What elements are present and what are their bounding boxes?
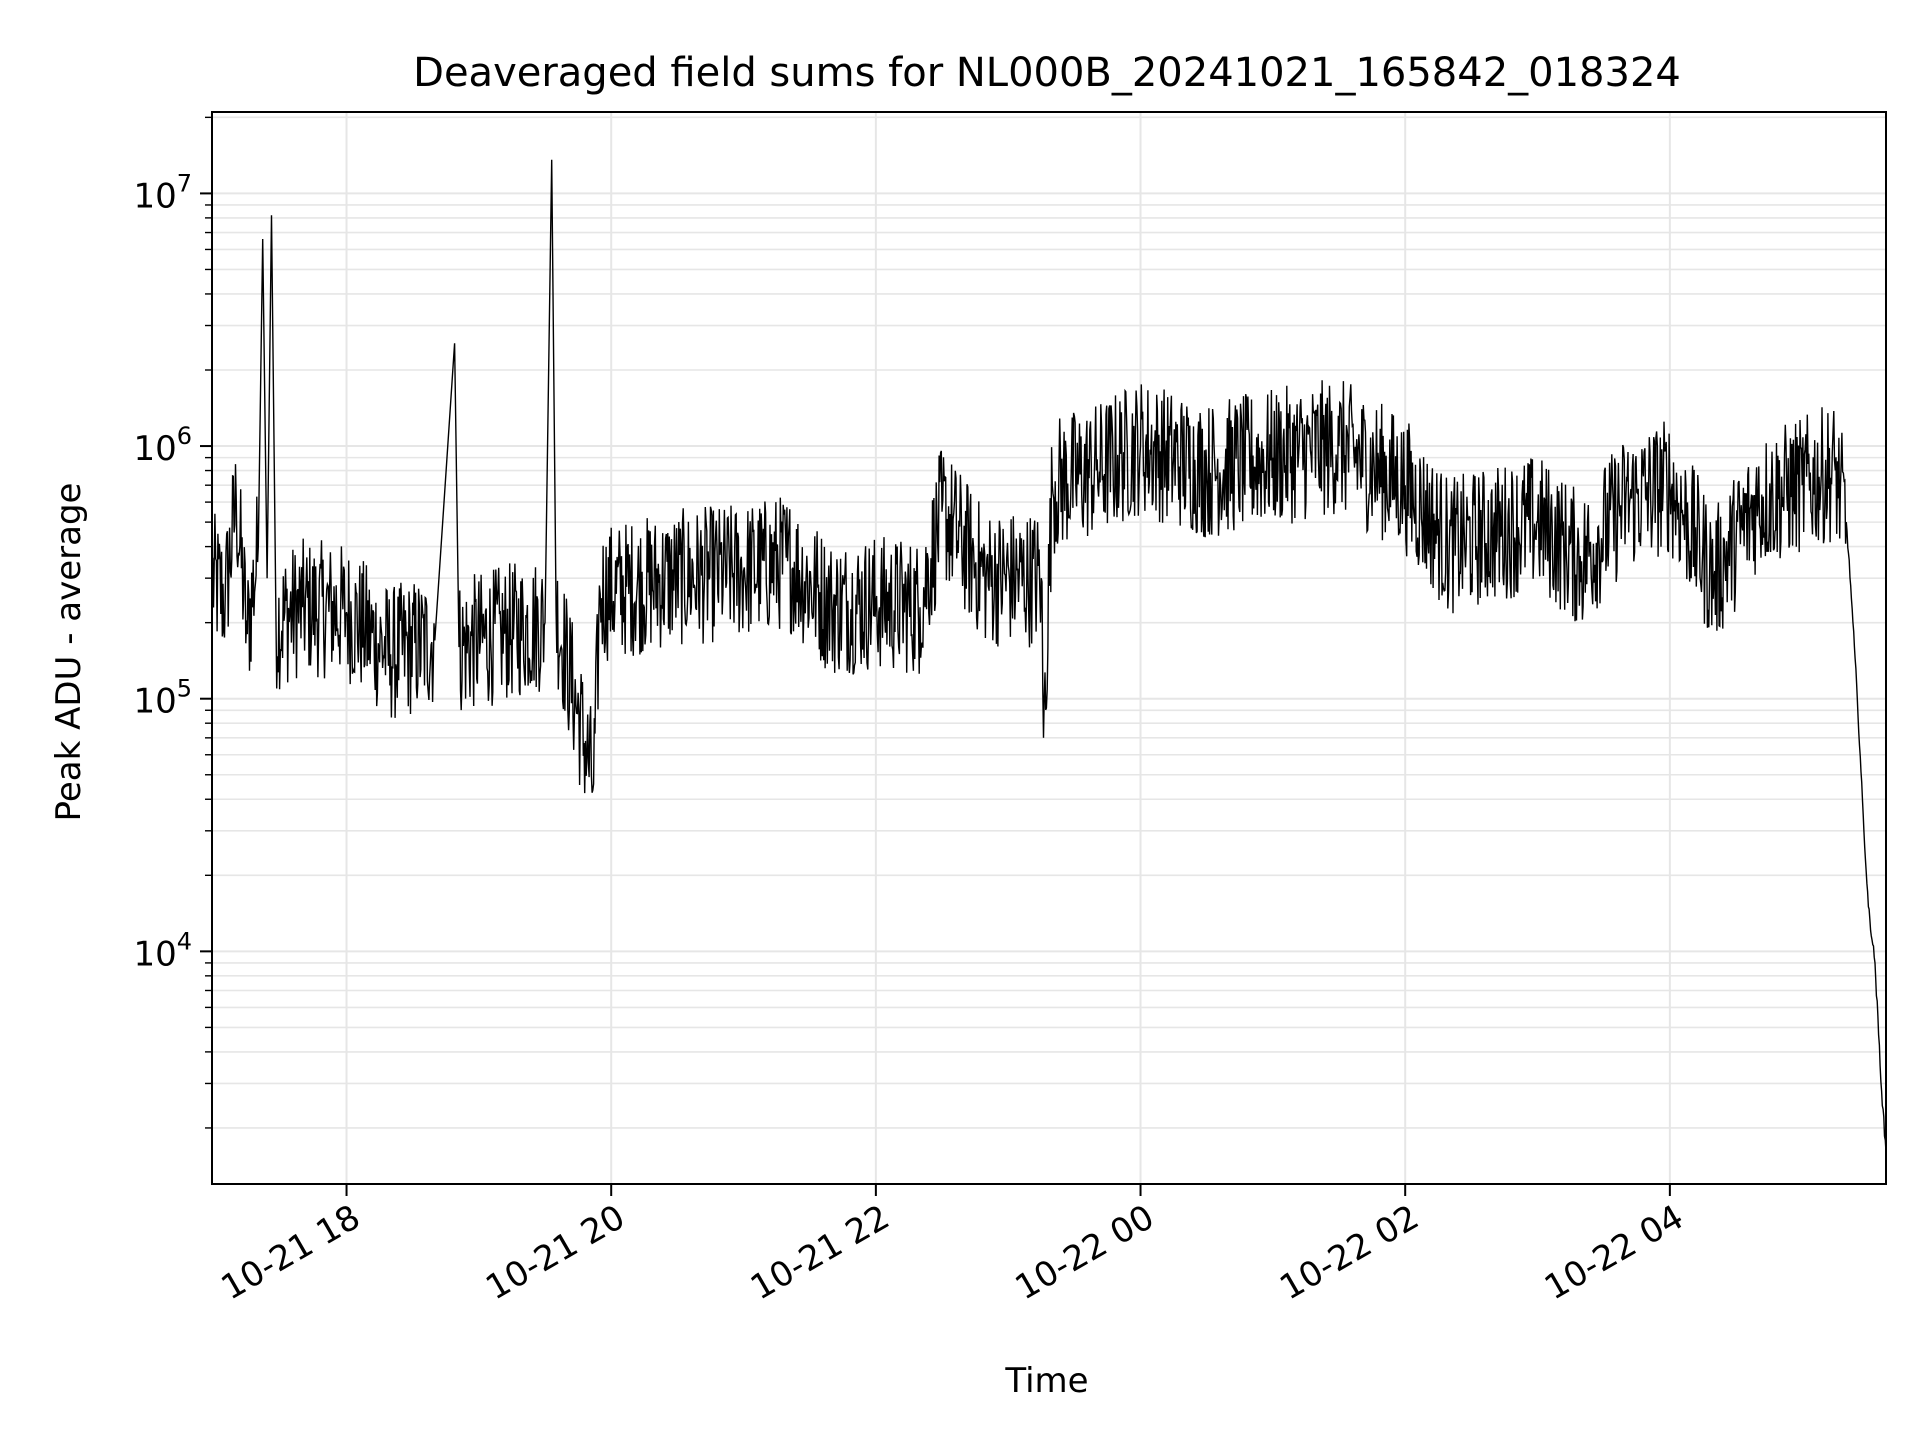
plot-area [211, 159, 1887, 1153]
y-tick-exponent: 7 [177, 169, 192, 197]
y-tick-base: 10 [133, 934, 176, 974]
y-tick-exponent: 5 [177, 675, 192, 703]
series-line [211, 159, 1887, 1153]
y-tick-label: 104 [133, 927, 192, 974]
y-axis-label: Peak ADU - average [49, 483, 89, 822]
x-axis-label: Time [1004, 1361, 1088, 1401]
y-tick-base: 10 [133, 429, 176, 469]
y-tick-exponent: 6 [177, 422, 192, 450]
y-tick-label: 106 [133, 422, 192, 469]
y-tick-base: 10 [133, 682, 176, 722]
y-tick-label: 107 [133, 169, 192, 216]
plot-frame [211, 111, 1887, 1185]
y-tick-label: 105 [133, 675, 192, 722]
chart-title: Deaveraged field sums for NL000B_2024102… [413, 50, 1681, 96]
y-tick-exponent: 4 [177, 927, 192, 955]
y-tick-base: 10 [133, 176, 176, 216]
grid [212, 112, 1886, 1184]
